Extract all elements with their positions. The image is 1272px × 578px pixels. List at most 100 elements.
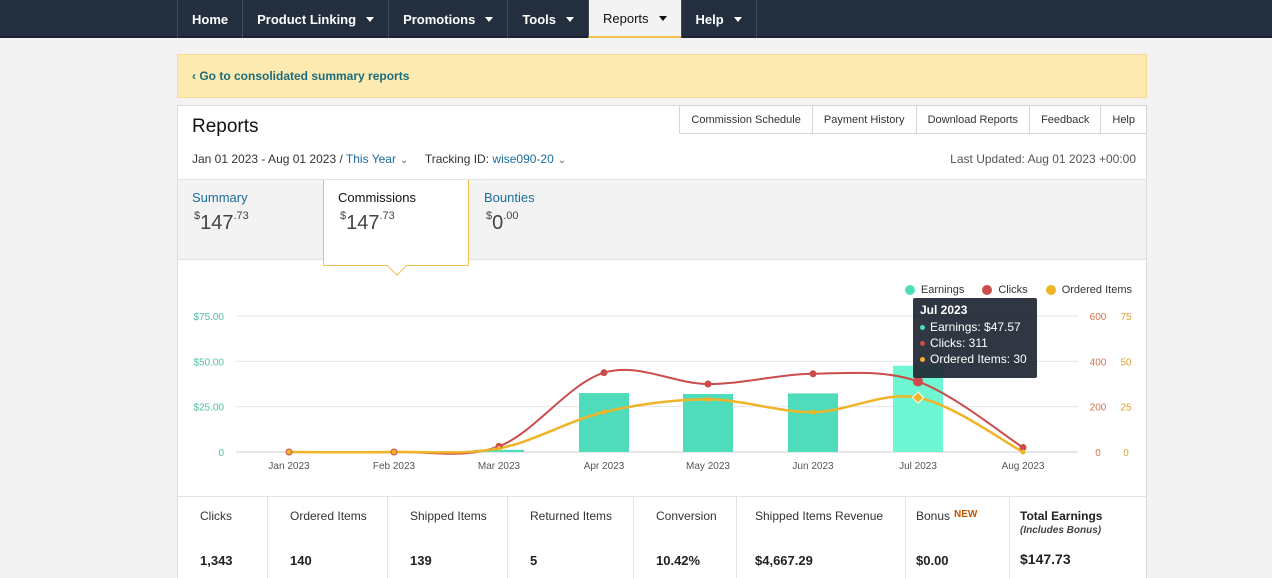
metric-clicks: Clicks 1,343 <box>178 497 268 578</box>
y-right-clicks-tick-label: 0 <box>1095 448 1101 459</box>
metric-clicks-value: 1,343 <box>200 553 233 568</box>
y-right-clicks-tick-label: 200 <box>1090 403 1107 414</box>
x-tick-label: May 2023 <box>686 461 730 472</box>
y-left-tick-label: $25.00 <box>193 403 224 414</box>
legend-earnings-dot <box>904 285 915 295</box>
x-tick-label: Aug 2023 <box>1002 461 1045 472</box>
help-link[interactable]: Help <box>1100 105 1147 134</box>
tooltip-title: Jul 2023 <box>920 303 968 317</box>
chart-tooltip: Jul 2023 Earnings: $47.57 Clicks: 311 Or… <box>913 298 1037 378</box>
clicks-point <box>600 369 608 377</box>
metric-bonus: Bonus NEW $0.00 <box>906 497 1010 578</box>
metric-total-earnings-label: Total Earnings <box>1020 509 1103 523</box>
download-reports-link[interactable]: Download Reports <box>915 105 1031 134</box>
chevron-down-icon: ⌄ <box>557 155 567 166</box>
report-links: Commission Schedule Payment History Down… <box>679 105 1147 134</box>
period-dropdown[interactable]: This Year <box>345 152 396 166</box>
consolidated-reports-banner: ‹ Go to consolidated summary reports <box>177 54 1147 98</box>
x-tick-label: Jul 2023 <box>899 461 937 472</box>
tooltip-clicks-text: Clicks: 311 <box>930 336 988 350</box>
clicks-point <box>704 380 712 388</box>
consolidated-summary-link[interactable]: ‹ Go to consolidated summary reports <box>192 69 410 83</box>
report-filters: Jan 01 2023 - Aug 01 2023 / This Year ⌄ T… <box>192 152 566 166</box>
legend-ordered-items-label: Ordered Items <box>1061 284 1132 296</box>
y-right-items-tick-label: 50 <box>1120 357 1132 368</box>
metric-conversion-label: Conversion <box>656 509 717 523</box>
legend-ordered-items[interactable]: Ordered Items <box>1045 284 1132 296</box>
nav-product-linking-label: Product Linking <box>257 11 357 27</box>
y-right-items-tick-label: 75 <box>1120 312 1132 323</box>
nav-home[interactable]: Home <box>177 0 242 38</box>
x-tick-label: Feb 2023 <box>373 461 416 472</box>
metric-returned-items: Returned Items 5 <box>508 497 634 578</box>
nav-tools-label: Tools <box>522 11 557 27</box>
metric-returned-items-value: 5 <box>530 553 538 568</box>
caret-down-icon <box>566 16 575 22</box>
clicks-point <box>913 376 923 387</box>
tooltip-clicks-dot <box>920 340 925 346</box>
payment-history-link[interactable]: Payment History <box>811 105 917 134</box>
earnings-bar <box>788 393 838 452</box>
caret-down-icon <box>658 15 667 21</box>
tracking-id-dropdown[interactable]: wise090-20 <box>492 152 554 166</box>
metric-total-earnings: Total Earnings (Includes Bonus) $147.73 <box>1010 497 1146 578</box>
x-tick-label: Jun 2023 <box>792 461 834 472</box>
x-tick-label: Mar 2023 <box>478 461 521 472</box>
tooltip-row-ordered: Ordered Items: 30 <box>920 352 1030 366</box>
ordered-items-point <box>286 449 292 455</box>
metric-shipped-items-value: 139 <box>410 553 432 568</box>
date-range: Jan 01 2023 - Aug 01 2023 <box>192 152 337 166</box>
x-tick-label: Apr 2023 <box>584 461 625 472</box>
tab-commissions-value: $147.73 <box>340 210 395 234</box>
tab-summary[interactable]: Summary $147.73 <box>178 180 324 266</box>
chevron-down-icon: ⌄ <box>399 155 409 166</box>
legend-clicks-dot <box>982 285 993 295</box>
tab-bounties[interactable]: Bounties $0.00 <box>470 180 616 266</box>
y-left-tick-label: $75.00 <box>193 312 224 323</box>
new-badge: NEW <box>954 509 978 520</box>
metric-conversion: Conversion 10.42% <box>634 497 737 578</box>
metric-ordered-items-label: Ordered Items <box>290 509 367 523</box>
nav-help[interactable]: Help <box>680 0 757 38</box>
earnings-bar <box>579 393 629 452</box>
ordered-items-point <box>391 449 397 455</box>
ordered-items-point <box>496 445 502 451</box>
tracking-id-label: Tracking ID: <box>424 152 490 166</box>
caret-down-icon <box>485 16 494 22</box>
top-nav-bar: Home Product Linking Promotions Tools Re… <box>0 0 1272 38</box>
nav-reports[interactable]: Reports <box>588 0 681 38</box>
metric-ordered-items: Ordered Items 140 <box>268 497 388 578</box>
commission-schedule-link[interactable]: Commission Schedule <box>679 105 813 134</box>
ordered-items-point <box>810 409 816 415</box>
metric-total-earnings-sub: (Includes Bonus) <box>1020 525 1102 536</box>
tooltip-earnings-dot <box>920 324 925 330</box>
ordered-items-point <box>911 391 925 404</box>
metric-shipped-items-label: Shipped Items <box>410 509 487 523</box>
feedback-link[interactable]: Feedback <box>1029 105 1102 134</box>
metric-clicks-label: Clicks <box>200 509 232 523</box>
metric-shipped-revenue: Shipped Items Revenue $4,667.29 <box>737 497 906 578</box>
metric-shipped-revenue-value: $4,667.29 <box>755 553 813 568</box>
legend-clicks[interactable]: Clicks <box>982 284 1028 296</box>
earnings-bar <box>474 449 524 452</box>
nav-reports-label: Reports <box>603 10 649 26</box>
page-title: Reports <box>192 116 259 137</box>
tab-commissions[interactable]: Commissions $147.73 <box>323 180 469 276</box>
legend-ordered-items-dot <box>1045 285 1056 295</box>
ordered-items-point <box>705 396 711 402</box>
tooltip-row-earnings: Earnings: $47.57 <box>920 320 1030 334</box>
y-right-clicks-tick-label: 600 <box>1090 312 1107 323</box>
tooltip-ordered-dot <box>920 356 925 362</box>
chart-legend: Earnings Clicks Ordered Items <box>904 284 1132 296</box>
legend-clicks-label: Clicks <box>998 284 1028 296</box>
tab-summary-value: $147.73 <box>194 210 249 234</box>
x-tick-label: Jan 2023 <box>268 461 310 472</box>
clicks-point <box>1019 443 1027 451</box>
tooltip-earnings-text: Earnings: $47.57 <box>930 320 1021 334</box>
tab-bounties-value: $0.00 <box>486 210 519 234</box>
nav-promotions[interactable]: Promotions <box>388 0 507 38</box>
legend-earnings[interactable]: Earnings <box>904 284 964 296</box>
metric-returned-items-label: Returned Items <box>530 509 613 523</box>
nav-tools[interactable]: Tools <box>507 0 588 38</box>
nav-product-linking[interactable]: Product Linking <box>242 0 388 38</box>
